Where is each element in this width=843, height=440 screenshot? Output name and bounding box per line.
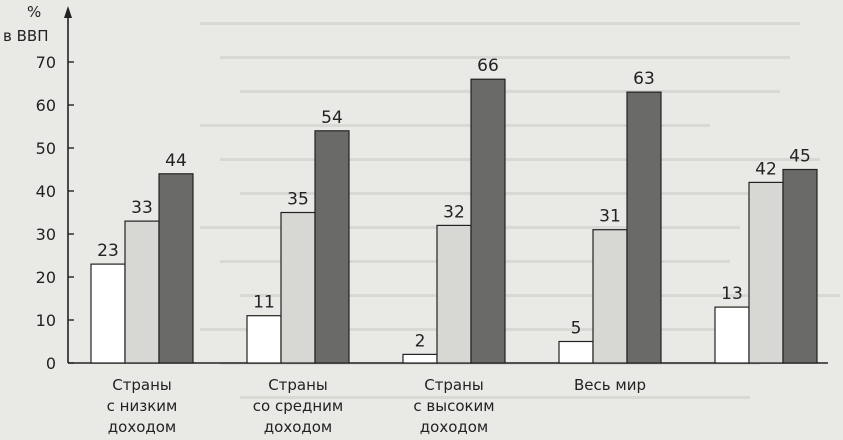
bar-series-2: [592, 229, 628, 364]
data-label: 42: [755, 159, 777, 179]
category-label: Страны: [268, 376, 328, 394]
background-text-line: [200, 124, 710, 127]
y-tick-label: 20: [36, 268, 56, 287]
data-label: 32: [443, 202, 465, 222]
background-text-line: [240, 192, 810, 195]
data-label: 33: [131, 198, 153, 218]
bar-series-2: [280, 211, 316, 364]
bars: [90, 78, 818, 364]
bar-series-3: [470, 78, 506, 364]
background-text-line: [240, 396, 750, 399]
category-label: Страны: [424, 376, 484, 394]
y-tick-label: 10: [36, 311, 56, 330]
bar-series-1: [558, 340, 594, 364]
data-label: 35: [287, 190, 309, 210]
bar-series-3: [626, 91, 662, 364]
bar-series-2: [124, 220, 160, 364]
category-labels: Страны с низким доходом Страны со средним дох…: [107, 376, 646, 436]
background-text-line: [220, 56, 790, 59]
y-tick-label: 60: [36, 96, 56, 115]
bar-series-1: [246, 315, 282, 364]
data-label: 11: [253, 293, 275, 313]
data-label: 31: [599, 207, 621, 227]
bar-series-3: [314, 130, 350, 364]
data-label: 63: [633, 69, 655, 89]
bar-series-2: [748, 181, 784, 364]
data-label: 23: [97, 241, 119, 261]
y-axis-ticks: 0 10 20 30 40 50 60 70: [36, 53, 74, 373]
background-text-line: [240, 294, 840, 297]
category-label: доходом: [108, 418, 176, 436]
data-label: 2: [415, 331, 426, 351]
data-label: 44: [165, 151, 187, 171]
bar-series-3: [158, 173, 194, 364]
data-labels: 23 33 44 11 35 54 2 32 66 5 31 63 13 42 45: [97, 56, 811, 351]
category-label: со средним: [253, 397, 343, 415]
data-label: 66: [477, 56, 499, 76]
y-axis-title-unit: %: [27, 3, 41, 21]
data-label: 13: [721, 284, 743, 304]
bar-series-1: [714, 306, 750, 364]
category-label: Страны: [112, 376, 172, 394]
data-label: 54: [321, 108, 343, 128]
y-axis-arrow-icon: [64, 6, 72, 18]
data-label: 45: [789, 147, 811, 167]
category-label: с высоким: [413, 397, 494, 415]
y-tick-label: 40: [36, 182, 56, 201]
background-text-line: [220, 158, 820, 161]
y-tick-label: 50: [36, 139, 56, 158]
y-tick-label: 70: [36, 53, 56, 72]
category-label: доходом: [264, 418, 332, 436]
bar-series-2: [436, 224, 472, 364]
bar-series-1: [402, 353, 438, 364]
bar-series-1: [90, 263, 126, 364]
category-label: Весь мир: [574, 376, 646, 394]
background-text-line: [240, 90, 780, 93]
y-tick-label: 0: [46, 354, 56, 373]
background-text-line: [200, 22, 800, 25]
category-label: доходом: [420, 418, 488, 436]
y-tick-label: 30: [36, 225, 56, 244]
bar-series-3: [782, 168, 818, 364]
category-label: с низким: [107, 397, 178, 415]
y-axis-title: в ВВП: [3, 27, 48, 45]
data-label: 5: [571, 319, 582, 339]
